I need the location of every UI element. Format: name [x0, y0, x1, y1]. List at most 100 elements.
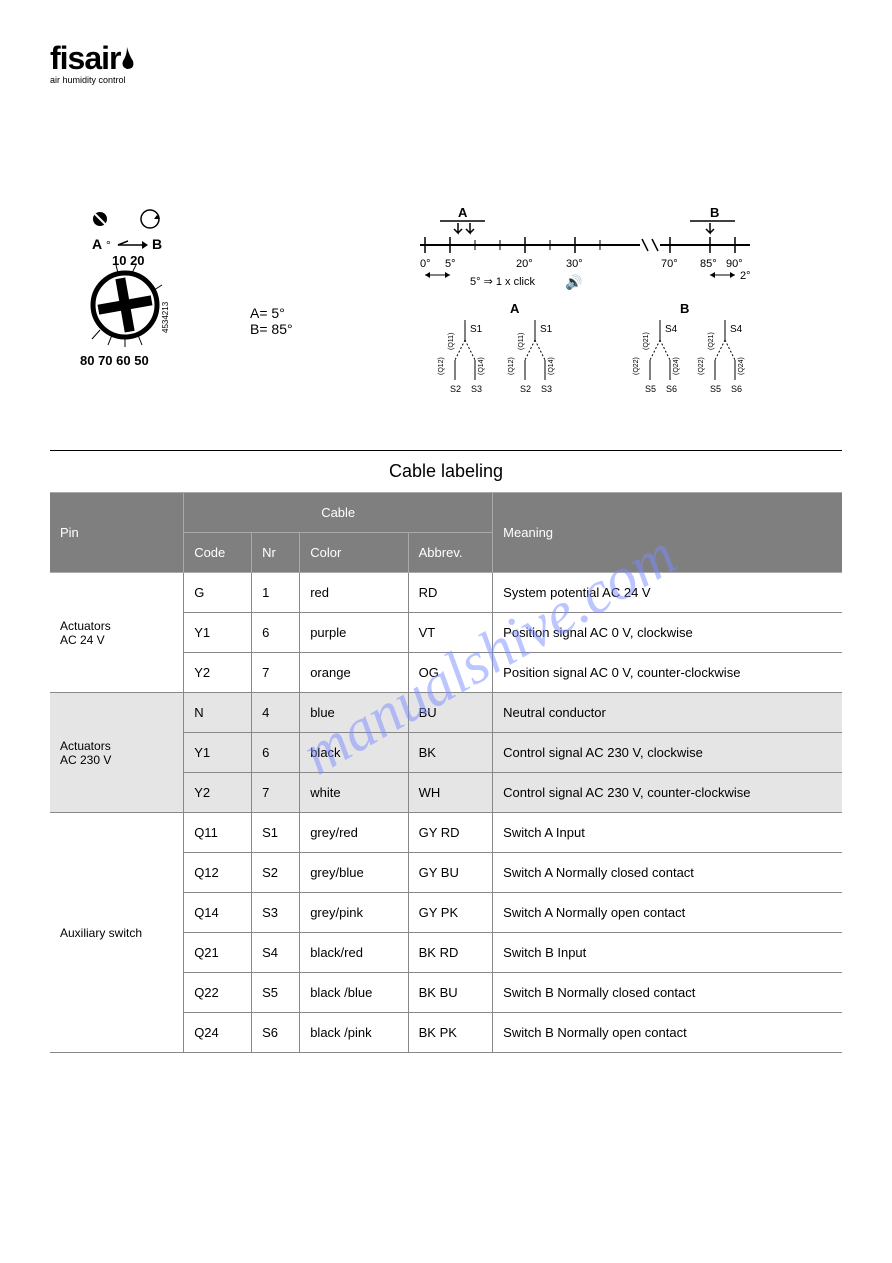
logo-text: fisair: [50, 40, 120, 76]
cell-nr: S3: [252, 893, 300, 933]
cell-meaning: Switch A Normally closed contact: [493, 853, 842, 893]
svg-text:(Q24): (Q24): [673, 357, 680, 375]
svg-text:(Q12): (Q12): [508, 357, 515, 375]
angle-a: A= 5°: [250, 305, 370, 321]
angle-labels: A= 5° B= 85°: [250, 305, 370, 337]
cell-code: Y2: [184, 653, 252, 693]
cell-meaning: Position signal AC 0 V, counter-clockwis…: [493, 653, 842, 693]
svg-text:S5: S5: [645, 384, 656, 394]
svg-text:90°: 90°: [726, 258, 743, 270]
cell-color: grey/blue: [300, 853, 408, 893]
cell-color: black /pink: [300, 1013, 408, 1053]
cell-abbrev: VT: [408, 613, 493, 653]
svg-text:S3: S3: [471, 384, 482, 394]
header-meaning: Meaning: [493, 493, 842, 573]
cell-abbrev: BK BU: [408, 973, 493, 1013]
cell-nr: 7: [252, 653, 300, 693]
cell-color: white: [300, 773, 408, 813]
cell-nr: 6: [252, 733, 300, 773]
cell-color: black /blue: [300, 973, 408, 1013]
header-nr: Nr: [252, 533, 300, 573]
cell-nr: S1: [252, 813, 300, 853]
svg-text:A: A: [510, 301, 520, 316]
svg-text:4534213: 4534213: [161, 301, 170, 333]
header-abbrev: Abbrev.: [408, 533, 493, 573]
divider: [50, 450, 842, 451]
cell-abbrev: WH: [408, 773, 493, 813]
drop-icon: [121, 47, 139, 69]
svg-text:B: B: [152, 236, 162, 252]
header-code: Code: [184, 533, 252, 573]
cell-nr: S4: [252, 933, 300, 973]
svg-text:(Q12): (Q12): [438, 357, 445, 375]
svg-text:5° ⇒ 1 x click: 5° ⇒ 1 x click: [470, 276, 535, 288]
pin-cell: Actuators AC 230 V: [50, 693, 184, 813]
svg-text:A: A: [458, 205, 468, 220]
svg-text:S2: S2: [450, 384, 461, 394]
svg-text:B: B: [710, 205, 719, 220]
diagram-area: A ° B 10 20 4534213 80 70 60 5: [50, 205, 842, 430]
logo-tagline: air humidity control: [50, 75, 842, 85]
cell-code: Y1: [184, 613, 252, 653]
svg-text:70°: 70°: [661, 258, 678, 270]
cell-meaning: Position signal AC 0 V, clockwise: [493, 613, 842, 653]
svg-text:S6: S6: [666, 384, 677, 394]
cell-color: blue: [300, 693, 408, 733]
dial-diagram: A ° B 10 20 4534213 80 70 60 5: [70, 205, 210, 390]
cell-meaning: Switch B Input: [493, 933, 842, 973]
cell-meaning: System potential AC 24 V: [493, 573, 842, 613]
svg-text:(Q21): (Q21): [708, 332, 715, 350]
cell-color: black: [300, 733, 408, 773]
cell-abbrev: GY BU: [408, 853, 493, 893]
header-color: Color: [300, 533, 408, 573]
cell-color: grey/pink: [300, 893, 408, 933]
cell-nr: 1: [252, 573, 300, 613]
cell-code: Q14: [184, 893, 252, 933]
svg-text:S6: S6: [731, 384, 742, 394]
cell-meaning: Switch A Normally open contact: [493, 893, 842, 933]
svg-text:A: A: [92, 236, 102, 252]
cell-code: Q24: [184, 1013, 252, 1053]
cell-meaning: Control signal AC 230 V, counter-clockwi…: [493, 773, 842, 813]
svg-text:°: °: [106, 238, 111, 252]
svg-text:(Q14): (Q14): [478, 357, 485, 375]
svg-text:(Q22): (Q22): [633, 357, 640, 375]
cell-nr: S5: [252, 973, 300, 1013]
cell-color: grey/red: [300, 813, 408, 853]
cell-abbrev: BK RD: [408, 933, 493, 973]
svg-text:(Q11): (Q11): [518, 333, 525, 350]
cell-nr: 6: [252, 613, 300, 653]
cell-abbrev: BK: [408, 733, 493, 773]
cell-code: Q12: [184, 853, 252, 893]
svg-text:(Q11): (Q11): [448, 333, 455, 350]
cell-abbrev: RD: [408, 573, 493, 613]
cell-nr: 7: [252, 773, 300, 813]
svg-text:0°: 0°: [420, 258, 431, 270]
svg-text:(Q22): (Q22): [698, 357, 705, 375]
cell-code: Q11: [184, 813, 252, 853]
svg-text:S4: S4: [665, 324, 678, 335]
svg-text:85°: 85°: [700, 258, 717, 270]
cell-code: Y2: [184, 773, 252, 813]
svg-text:S4: S4: [730, 324, 743, 335]
svg-text:S2: S2: [520, 384, 531, 394]
cell-color: black/red: [300, 933, 408, 973]
cable-table: Pin Cable Meaning Code Nr Color Abbrev. …: [50, 492, 842, 1053]
cell-nr: 4: [252, 693, 300, 733]
cell-code: Q21: [184, 933, 252, 973]
svg-text:(Q21): (Q21): [643, 332, 650, 350]
angle-b: B= 85°: [250, 321, 370, 337]
cell-abbrev: OG: [408, 653, 493, 693]
cell-abbrev: BK PK: [408, 1013, 493, 1053]
svg-text:S5: S5: [710, 384, 721, 394]
cell-meaning: Control signal AC 230 V, clockwise: [493, 733, 842, 773]
cell-code: Q22: [184, 973, 252, 1013]
svg-text:20°: 20°: [516, 258, 533, 270]
cell-code: Y1: [184, 733, 252, 773]
cell-code: N: [184, 693, 252, 733]
header-cable: Cable: [184, 493, 493, 533]
cell-color: orange: [300, 653, 408, 693]
cell-nr: S2: [252, 853, 300, 893]
cell-color: purple: [300, 613, 408, 653]
svg-text:2°: 2°: [740, 270, 751, 282]
